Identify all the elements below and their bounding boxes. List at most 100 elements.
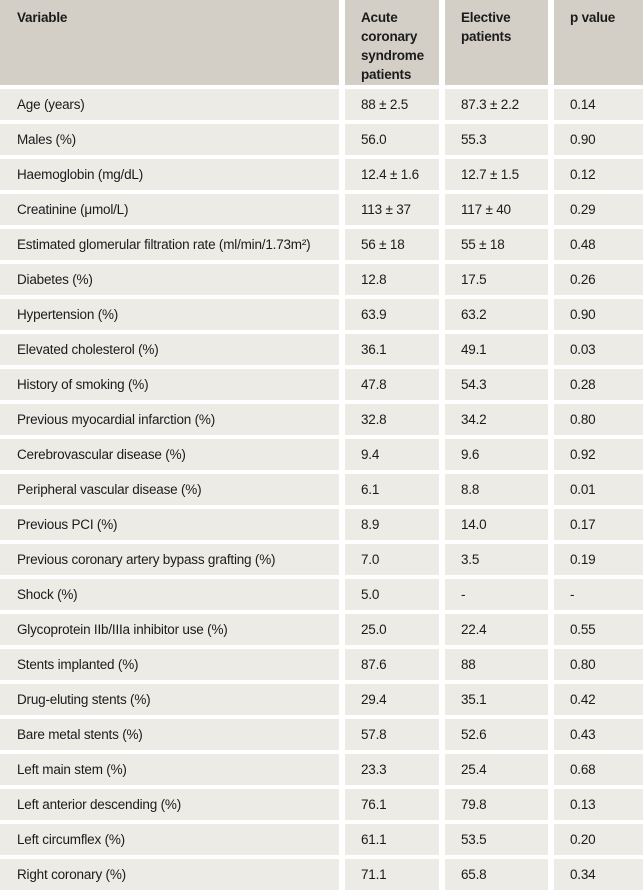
cell-elective-value: 55 ± 18 [445,229,554,264]
cell-elective-value: 117 ± 40 [445,194,554,229]
cell-elective-value: 53.5 [445,824,554,859]
cell-variable: Right coronary (%) [0,859,345,894]
table-row: Age (years) 88 ± 2.5 87.3 ± 2.2 0.14 [0,89,643,124]
table-row: Haemoglobin (mg/dL) 12.4 ± 1.6 12.7 ± 1.… [0,159,643,194]
table-row: Peripheral vascular disease (%) 6.1 8.8 … [0,474,643,509]
cell-variable: Estimated glomerular filtration rate (ml… [0,229,345,264]
cell-elective-value: 55.3 [445,124,554,159]
cell-variable: Previous coronary artery bypass grafting… [0,544,345,579]
cell-elective-value: 34.2 [445,404,554,439]
cell-elective-value: 79.8 [445,789,554,824]
cell-p-value: 0.28 [554,369,643,404]
cell-p-value: 0.90 [554,299,643,334]
cell-p-value: - [554,579,643,614]
cell-p-value: 0.01 [554,474,643,509]
cell-p-value: 0.42 [554,684,643,719]
table-row: Males (%) 56.0 55.3 0.90 [0,124,643,159]
cell-p-value: 0.34 [554,859,643,894]
cell-p-value: 0.17 [554,509,643,544]
cell-p-value: 0.19 [554,544,643,579]
table-row: Estimated glomerular filtration rate (ml… [0,229,643,264]
cell-variable: Stents implanted (%) [0,649,345,684]
cell-acs-value: 113 ± 37 [345,194,445,229]
cell-acs-value: 6.1 [345,474,445,509]
table-row: Previous myocardial infarction (%) 32.8 … [0,404,643,439]
table-row: Previous PCI (%) 8.9 14.0 0.17 [0,509,643,544]
table-row: Diabetes (%) 12.8 17.5 0.26 [0,264,643,299]
cell-elective-value: 9.6 [445,439,554,474]
cell-acs-value: 8.9 [345,509,445,544]
cell-variable: Glycoprotein IIb/IIIa inhibitor use (%) [0,614,345,649]
cell-acs-value: 29.4 [345,684,445,719]
cell-variable: Bare metal stents (%) [0,719,345,754]
table-row: Left anterior descending (%) 76.1 79.8 0… [0,789,643,824]
cell-p-value: 0.12 [554,159,643,194]
cell-p-value: 0.80 [554,649,643,684]
cell-acs-value: 5.0 [345,579,445,614]
cell-acs-value: 25.0 [345,614,445,649]
cell-variable: Elevated cholesterol (%) [0,334,345,369]
cell-p-value: 0.13 [554,789,643,824]
table-row: Previous coronary artery bypass grafting… [0,544,643,579]
cell-variable: History of smoking (%) [0,369,345,404]
cell-acs-value: 9.4 [345,439,445,474]
cell-variable: Shock (%) [0,579,345,614]
column-header-acs-patients: Acute coronary syndrome patients [345,0,445,89]
cell-elective-value: 14.0 [445,509,554,544]
cell-acs-value: 63.9 [345,299,445,334]
cell-elective-value: - [445,579,554,614]
cell-acs-value: 12.8 [345,264,445,299]
cell-elective-value: 52.6 [445,719,554,754]
cell-elective-value: 17.5 [445,264,554,299]
cell-acs-value: 23.3 [345,754,445,789]
cell-acs-value: 36.1 [345,334,445,369]
table-row: Right coronary (%) 71.1 65.8 0.34 [0,859,643,894]
cell-p-value: 0.48 [554,229,643,264]
column-header-elective-patients: Elective patients [445,0,554,89]
cell-variable: Haemoglobin (mg/dL) [0,159,345,194]
cell-acs-value: 32.8 [345,404,445,439]
cell-variable: Males (%) [0,124,345,159]
cell-variable: Drug-eluting stents (%) [0,684,345,719]
cell-elective-value: 54.3 [445,369,554,404]
cell-variable: Creatinine (μmol/L) [0,194,345,229]
cell-elective-value: 12.7 ± 1.5 [445,159,554,194]
cell-elective-value: 25.4 [445,754,554,789]
header-row: Variable Acute coronary syndrome patient… [0,0,643,89]
cell-variable: Previous myocardial infarction (%) [0,404,345,439]
cell-acs-value: 71.1 [345,859,445,894]
cell-elective-value: 65.8 [445,859,554,894]
cell-variable: Left anterior descending (%) [0,789,345,824]
cell-p-value: 0.90 [554,124,643,159]
column-header-p-value: p value [554,0,643,89]
cell-p-value: 0.92 [554,439,643,474]
table-row: Hypertension (%) 63.9 63.2 0.90 [0,299,643,334]
cell-elective-value: 87.3 ± 2.2 [445,89,554,124]
cell-elective-value: 22.4 [445,614,554,649]
cell-acs-value: 56 ± 18 [345,229,445,264]
cell-p-value: 0.14 [554,89,643,124]
cell-elective-value: 35.1 [445,684,554,719]
cell-acs-value: 76.1 [345,789,445,824]
table-row: Left main stem (%) 23.3 25.4 0.68 [0,754,643,789]
cell-p-value: 0.20 [554,824,643,859]
cell-p-value: 0.55 [554,614,643,649]
table-row: Shock (%) 5.0 - - [0,579,643,614]
cell-p-value: 0.68 [554,754,643,789]
cell-elective-value: 3.5 [445,544,554,579]
cell-acs-value: 7.0 [345,544,445,579]
cell-p-value: 0.29 [554,194,643,229]
table-row: Bare metal stents (%) 57.8 52.6 0.43 [0,719,643,754]
cell-acs-value: 61.1 [345,824,445,859]
cell-variable: Left circumflex (%) [0,824,345,859]
cell-p-value: 0.26 [554,264,643,299]
table-row: History of smoking (%) 47.8 54.3 0.28 [0,369,643,404]
table-header: Variable Acute coronary syndrome patient… [0,0,643,89]
cell-variable: Cerebrovascular disease (%) [0,439,345,474]
cell-variable: Hypertension (%) [0,299,345,334]
cell-elective-value: 8.8 [445,474,554,509]
table-row: Creatinine (μmol/L) 113 ± 37 117 ± 40 0.… [0,194,643,229]
table-row: Glycoprotein IIb/IIIa inhibitor use (%) … [0,614,643,649]
cell-acs-value: 57.8 [345,719,445,754]
